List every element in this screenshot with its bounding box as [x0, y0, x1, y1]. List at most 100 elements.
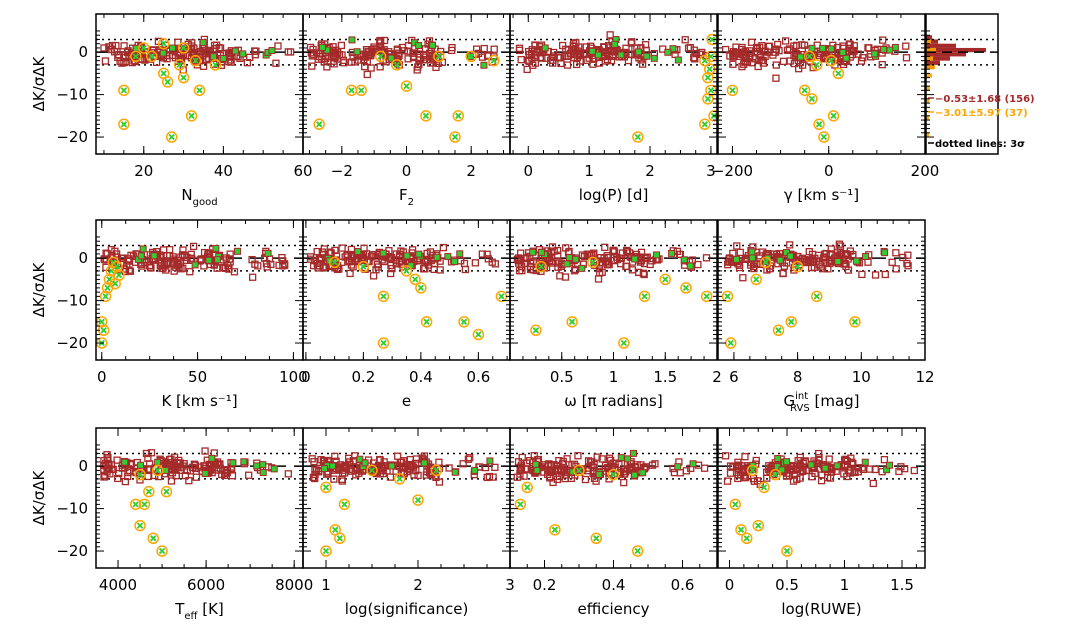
point-outlier	[313, 118, 325, 131]
point-red	[483, 250, 491, 258]
point-outlier-mark	[524, 484, 531, 491]
point-outlier	[758, 481, 770, 494]
point-outlier-mark	[794, 263, 801, 270]
point-red	[545, 256, 554, 265]
point-red	[726, 257, 734, 265]
point-outlier-mark	[706, 66, 713, 73]
point-red	[414, 471, 422, 480]
point-red	[330, 52, 338, 60]
point-green	[219, 54, 227, 62]
point-outlier-mark	[136, 471, 144, 478]
point-outlier-mark	[724, 293, 731, 300]
xtick-label: 10	[852, 368, 871, 386]
point-red	[815, 51, 823, 59]
point-red	[115, 469, 123, 478]
point-red	[369, 272, 378, 280]
point-green	[353, 48, 361, 56]
point-green	[233, 247, 241, 255]
point-outlier-mark	[112, 280, 119, 287]
point-red	[528, 46, 536, 54]
point-red	[892, 265, 900, 273]
point-green	[565, 254, 573, 262]
point-green	[348, 36, 356, 44]
point-outlier-mark	[115, 272, 123, 279]
point-red	[376, 456, 384, 464]
point-outlier	[185, 110, 198, 122]
point-outlier	[810, 59, 823, 71]
point-red	[338, 244, 346, 252]
point-outlier-mark	[662, 276, 669, 283]
point-red	[794, 252, 802, 261]
point-red	[844, 255, 852, 263]
point-red	[189, 242, 198, 251]
hist-bar-red	[926, 47, 986, 53]
xtick-label: 0.5	[775, 576, 799, 594]
point-red	[126, 267, 135, 275]
panel-frame	[509, 427, 718, 569]
point-outlier	[700, 290, 713, 303]
point-outlier	[699, 118, 711, 131]
xlabel: log(P) [d]	[579, 186, 649, 204]
point-outlier	[449, 131, 461, 143]
point-outlier-mark	[532, 327, 540, 334]
hist-bar-orange	[926, 86, 930, 91]
point-outlier	[160, 485, 173, 498]
ylabel: ΔK/σΔK	[30, 469, 48, 525]
point-green	[635, 48, 643, 56]
xtick-label: 2	[413, 576, 423, 594]
point-green	[808, 44, 816, 52]
point-outlier-mark	[732, 501, 739, 508]
point-red	[177, 253, 185, 261]
point-red	[376, 39, 384, 47]
hist-bar-orange	[926, 39, 931, 44]
point-outlier-mark	[451, 133, 459, 141]
point-red	[596, 269, 604, 277]
point-red	[558, 41, 567, 50]
point-red	[570, 267, 579, 275]
panel-12: 0 0.5 1 1.5 log(RUWE)	[717, 427, 926, 618]
ytick-label: −20	[56, 334, 88, 352]
ytick-label: 0	[78, 43, 88, 61]
point-red	[122, 57, 130, 66]
point-red	[550, 48, 558, 57]
point-outlier	[400, 265, 413, 277]
hist-bar-orange	[926, 56, 933, 61]
point-green	[529, 248, 537, 256]
point-red	[600, 254, 608, 262]
point-outlier-mark	[316, 121, 323, 128]
point-red	[820, 253, 828, 261]
point-red	[627, 39, 635, 47]
xtick-label: 0.6	[671, 576, 695, 594]
point-red	[448, 46, 456, 55]
point-red	[593, 453, 601, 461]
point-green	[748, 248, 756, 256]
point-red	[555, 456, 563, 465]
point-red	[859, 465, 868, 474]
point-green	[201, 470, 209, 478]
point-outlier	[488, 54, 500, 67]
histogram-panel: −0.53±1.68 (156) −3.01±5.97 (37) dotted li…	[925, 13, 1035, 155]
point-outlier-mark	[393, 61, 400, 69]
point-red	[723, 477, 732, 485]
point-red	[581, 475, 590, 484]
point-green	[774, 455, 782, 463]
point-outlier	[134, 468, 146, 481]
point-green	[862, 252, 870, 260]
point-red	[761, 47, 769, 55]
point-red	[531, 59, 540, 67]
point-outlier-mark	[380, 339, 387, 347]
point-outlier	[465, 50, 477, 63]
point-red	[610, 248, 619, 256]
point-outlier	[741, 532, 753, 545]
point-red	[515, 44, 524, 52]
point-red	[897, 463, 905, 471]
point-red	[340, 59, 348, 67]
point-outlier	[806, 93, 818, 105]
point-red	[831, 53, 839, 62]
point-red	[637, 256, 646, 265]
panel-frame	[717, 427, 926, 569]
point-green	[451, 258, 459, 266]
point-red	[439, 243, 448, 252]
xtick-label: 60	[293, 162, 312, 180]
